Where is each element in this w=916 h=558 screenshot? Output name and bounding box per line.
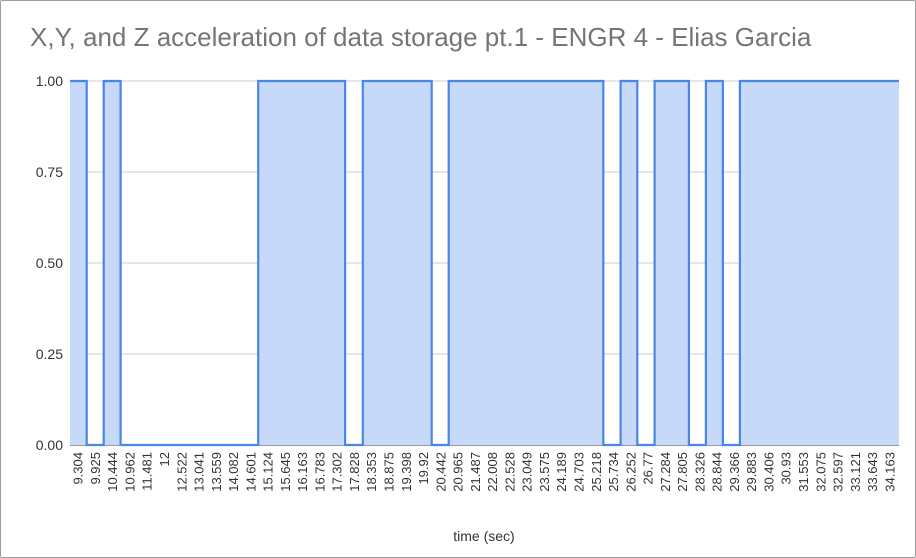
x-tick-label: 32.597 <box>831 452 846 492</box>
x-tick-label: 10.962 <box>122 452 137 492</box>
x-tick-label: 16.163 <box>295 452 310 492</box>
x-tick-label: 17.302 <box>330 452 345 492</box>
x-tick-label: 24.189 <box>554 452 569 492</box>
x-tick-label: 17.828 <box>347 452 362 492</box>
x-tick-label: 13.041 <box>192 452 207 492</box>
x-tick-label: 15.645 <box>278 452 293 492</box>
x-tick-label: 22.528 <box>502 452 517 492</box>
x-tick-label: 16.783 <box>312 452 327 492</box>
y-tick-label: 0.50 <box>36 255 63 271</box>
x-tick-label: 20.442 <box>433 452 448 492</box>
x-tick-label: 26.252 <box>623 452 638 492</box>
x-tick-label: 28.844 <box>710 452 725 492</box>
series-line <box>70 79 899 447</box>
x-tick-label: 12 <box>157 452 172 466</box>
x-tick-label: 34.163 <box>882 452 897 492</box>
y-tick-label: 1.00 <box>36 73 63 89</box>
x-tick-label: 32.075 <box>813 452 828 492</box>
x-tick-label: 15.124 <box>261 452 276 492</box>
x-tick-label: 31.553 <box>796 452 811 492</box>
x-tick-label: 29.883 <box>744 452 759 492</box>
x-tick-label: 10.444 <box>105 452 120 492</box>
x-tick-label: 33.121 <box>848 452 863 492</box>
x-tick-label: 18.875 <box>382 452 397 492</box>
x-tick-label: 19.92 <box>416 452 431 485</box>
y-axis-ticks: 0.00 0.25 0.50 0.75 1.00 <box>36 73 63 453</box>
x-tick-label: 26.77 <box>641 452 656 485</box>
x-tick-label: 13.559 <box>209 452 224 492</box>
x-tick-label: 22.008 <box>485 452 500 492</box>
x-tick-label: 23.575 <box>537 452 552 492</box>
chart-title: X,Y, and Z acceleration of data storage … <box>30 22 812 52</box>
x-tick-label: 14.601 <box>243 452 258 492</box>
x-tick-label: 27.805 <box>675 452 690 492</box>
plot-area <box>70 79 899 447</box>
x-tick-label: 9.304 <box>71 452 86 485</box>
x-tick-label: 11.481 <box>140 452 155 491</box>
area-fill <box>70 81 899 445</box>
x-tick-label: 24.703 <box>572 452 587 492</box>
x-tick-label: 9.925 <box>88 452 103 485</box>
y-tick-label: 0.75 <box>36 164 63 180</box>
x-tick-label: 30.406 <box>762 452 777 492</box>
x-tick-label: 21.487 <box>468 452 483 492</box>
x-tick-label: 33.643 <box>865 452 880 492</box>
x-tick-label: 25.734 <box>606 452 621 492</box>
x-tick-label: 30.93 <box>779 452 794 485</box>
x-tick-label: 18.353 <box>364 452 379 492</box>
x-tick-label: 29.366 <box>727 452 742 492</box>
x-tick-label: 12.522 <box>174 452 189 492</box>
x-tick-label: 19.398 <box>399 452 414 492</box>
x-tick-label: 20.965 <box>451 452 466 492</box>
y-tick-label: 0.25 <box>36 346 63 362</box>
x-tick-label: 25.218 <box>589 452 604 492</box>
x-axis-ticks: 9.304 9.925 10.444 10.962 11.481 12 12.522 13.0… <box>71 452 898 492</box>
x-axis-label: time (sec) <box>453 528 514 544</box>
x-tick-label: 23.049 <box>520 452 535 492</box>
y-tick-label: 0.00 <box>36 437 63 453</box>
x-tick-label: 28.326 <box>692 452 707 492</box>
x-tick-label: 27.284 <box>658 452 673 492</box>
x-tick-label: 14.082 <box>226 452 241 492</box>
